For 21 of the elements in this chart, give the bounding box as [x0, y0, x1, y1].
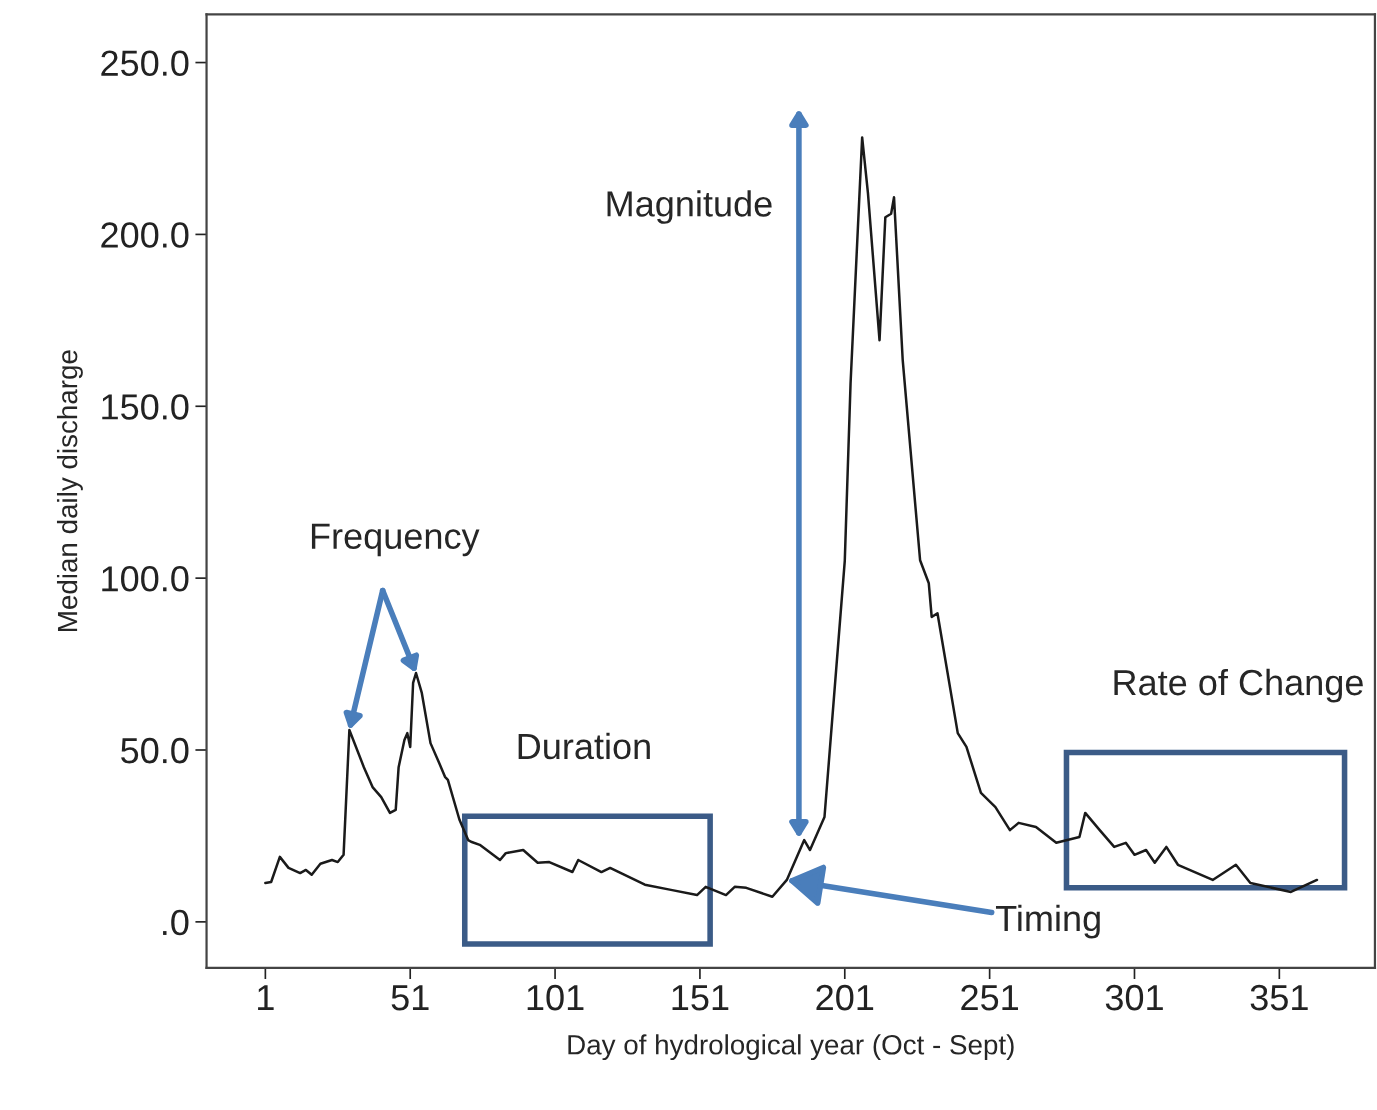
annotation: Timing: [995, 904, 1100, 939]
x-tick-label: 251: [961, 984, 1018, 1011]
y-tick-label: 200.0: [101, 222, 189, 248]
x-tick-label: 101: [527, 984, 584, 1011]
y-tick-label: 250.0: [101, 50, 189, 76]
x-tick-label: 51: [391, 985, 429, 1011]
annotation: Frequency: [311, 523, 480, 557]
y-tick-label: .0: [163, 909, 189, 936]
x-tick-label: 201: [816, 984, 874, 1011]
x-tick-label: 351: [1250, 984, 1308, 1011]
y-tick-label: 100.0: [102, 566, 189, 592]
x-axis-title: Day of hydrological year (Oct - Sept): [568, 1034, 1014, 1061]
annotation: Magnitude: [607, 190, 772, 224]
x-tick-label: 1: [258, 985, 274, 1011]
x-tick-label: 151: [672, 985, 729, 1011]
y-tick-label: 50.0: [121, 737, 189, 764]
annotation: Duration: [518, 732, 650, 760]
y-tick-label: 150.0: [102, 394, 189, 420]
x-tick-label: 301: [1105, 984, 1163, 1011]
annotation: Rate of Change: [1114, 668, 1363, 703]
y-axis-title: Median daily discharge: [56, 350, 83, 631]
